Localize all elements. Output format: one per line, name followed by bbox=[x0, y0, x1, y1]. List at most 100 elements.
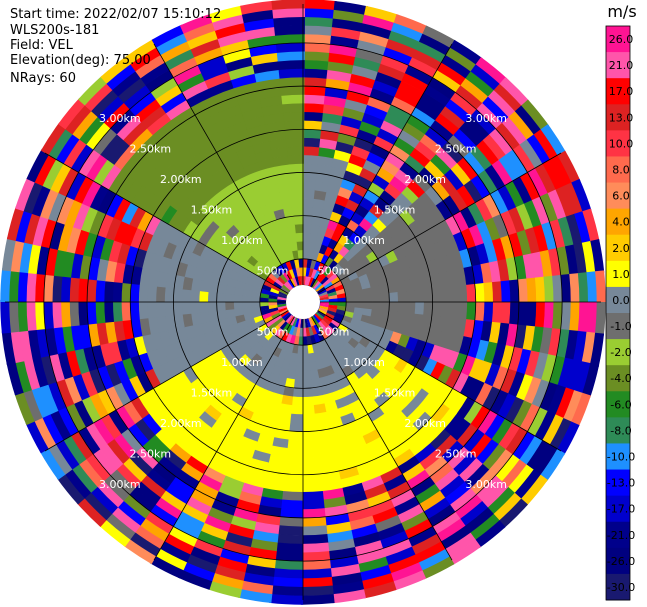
velocity-gate bbox=[233, 294, 243, 302]
velocity-gate bbox=[490, 189, 510, 216]
velocity-gate bbox=[441, 54, 473, 80]
velocity-gate bbox=[449, 392, 468, 415]
colorbar-tick-label: 6.0 bbox=[612, 190, 630, 203]
velocity-gate bbox=[130, 226, 146, 249]
velocity-gate bbox=[365, 436, 386, 453]
velocity-gate bbox=[250, 296, 261, 302]
velocity-gate bbox=[183, 350, 199, 367]
velocity-gate bbox=[238, 182, 255, 198]
velocity-gate bbox=[491, 366, 509, 392]
velocity-gate bbox=[289, 277, 297, 288]
velocity-gate bbox=[452, 372, 470, 394]
velocity-gate bbox=[257, 336, 269, 348]
colorbar-band bbox=[606, 469, 630, 497]
colorbar-tick-label: -6.0 bbox=[610, 398, 631, 411]
velocity-gate bbox=[303, 154, 320, 165]
velocity-gate bbox=[448, 539, 481, 566]
velocity-gate bbox=[160, 422, 182, 444]
velocity-gate bbox=[133, 247, 148, 268]
velocity-gate bbox=[282, 386, 294, 397]
velocity-gate bbox=[278, 288, 289, 295]
velocity-gate bbox=[97, 212, 115, 238]
velocity-gate bbox=[260, 288, 271, 295]
velocity-gate bbox=[251, 310, 262, 319]
velocity-gate bbox=[458, 336, 473, 357]
velocity-gate bbox=[363, 189, 381, 205]
velocity-gate bbox=[120, 378, 139, 402]
velocity-gate bbox=[277, 59, 305, 71]
velocity-gate bbox=[383, 112, 409, 131]
velocity-gate bbox=[549, 154, 573, 188]
velocity-gate bbox=[358, 31, 391, 48]
velocity-gate bbox=[346, 507, 373, 523]
velocity-gate bbox=[507, 464, 534, 495]
velocity-gate bbox=[435, 384, 453, 405]
velocity-gate bbox=[226, 277, 238, 288]
velocity-gate bbox=[560, 302, 572, 332]
velocity-gate bbox=[190, 95, 217, 115]
velocity-gate bbox=[89, 485, 119, 515]
velocity-gate bbox=[332, 316, 343, 325]
velocity-gate bbox=[406, 290, 416, 303]
velocity-gate bbox=[281, 94, 305, 105]
velocity-gate bbox=[136, 371, 154, 393]
colorbar-tick-label: -4.0 bbox=[610, 372, 631, 385]
velocity-gate bbox=[448, 302, 459, 320]
velocity-gate bbox=[355, 459, 377, 476]
velocity-gate bbox=[171, 244, 186, 262]
velocity-gate bbox=[284, 333, 293, 344]
velocity-gate bbox=[280, 85, 305, 96]
velocity-gate bbox=[590, 239, 605, 274]
velocity-gate bbox=[144, 387, 164, 409]
velocity-gate bbox=[468, 224, 485, 248]
velocity-gate bbox=[231, 392, 247, 408]
velocity-gate bbox=[79, 115, 106, 145]
range-ring-label: 3.00km bbox=[465, 478, 507, 491]
velocity-gate bbox=[113, 359, 130, 383]
velocity-gate bbox=[303, 94, 327, 105]
velocity-gate bbox=[322, 317, 332, 326]
velocity-gate bbox=[315, 312, 325, 320]
velocity-gate bbox=[449, 285, 459, 304]
velocity-gate bbox=[543, 302, 554, 330]
velocity-gate bbox=[165, 314, 177, 331]
velocity-gate bbox=[484, 217, 501, 242]
velocity-gate bbox=[344, 499, 370, 514]
velocity-gate bbox=[595, 270, 606, 305]
velocity-gate bbox=[221, 181, 239, 198]
velocity-gate bbox=[385, 272, 397, 285]
velocity-gate bbox=[407, 366, 424, 385]
velocity-gate bbox=[267, 354, 279, 366]
velocity-gate bbox=[483, 363, 501, 388]
velocity-gate bbox=[328, 304, 338, 310]
velocity-gate bbox=[173, 410, 194, 431]
velocity-gate bbox=[284, 215, 296, 226]
velocity-gate bbox=[269, 309, 280, 317]
velocity-gate bbox=[0, 299, 11, 334]
velocity-gate bbox=[143, 510, 174, 535]
range-ring-label: 2.50km bbox=[435, 142, 477, 155]
velocity-gate bbox=[319, 462, 339, 475]
velocity-gate bbox=[329, 211, 343, 224]
velocity-gate bbox=[467, 202, 486, 226]
colorbar-band bbox=[606, 391, 630, 418]
velocity-gate bbox=[429, 429, 451, 451]
velocity-gate bbox=[242, 301, 252, 309]
velocity-gate bbox=[323, 365, 335, 377]
velocity-gate bbox=[98, 518, 131, 547]
velocity-gate bbox=[532, 352, 549, 382]
velocity-gate bbox=[397, 302, 408, 314]
velocity-gate bbox=[342, 490, 368, 506]
velocity-gate bbox=[538, 382, 559, 413]
velocity-gate bbox=[333, 0, 368, 16]
velocity-gate bbox=[508, 232, 524, 259]
velocity-gate bbox=[412, 197, 430, 217]
velocity-gate bbox=[424, 160, 446, 182]
velocity-gate bbox=[312, 198, 326, 210]
colorbar-band bbox=[606, 208, 630, 236]
azimuth-spokes bbox=[5, 4, 601, 600]
velocity-gate bbox=[460, 228, 477, 250]
velocity-gate bbox=[311, 250, 320, 262]
velocity-gate bbox=[200, 434, 221, 452]
velocity-gate bbox=[154, 237, 170, 257]
